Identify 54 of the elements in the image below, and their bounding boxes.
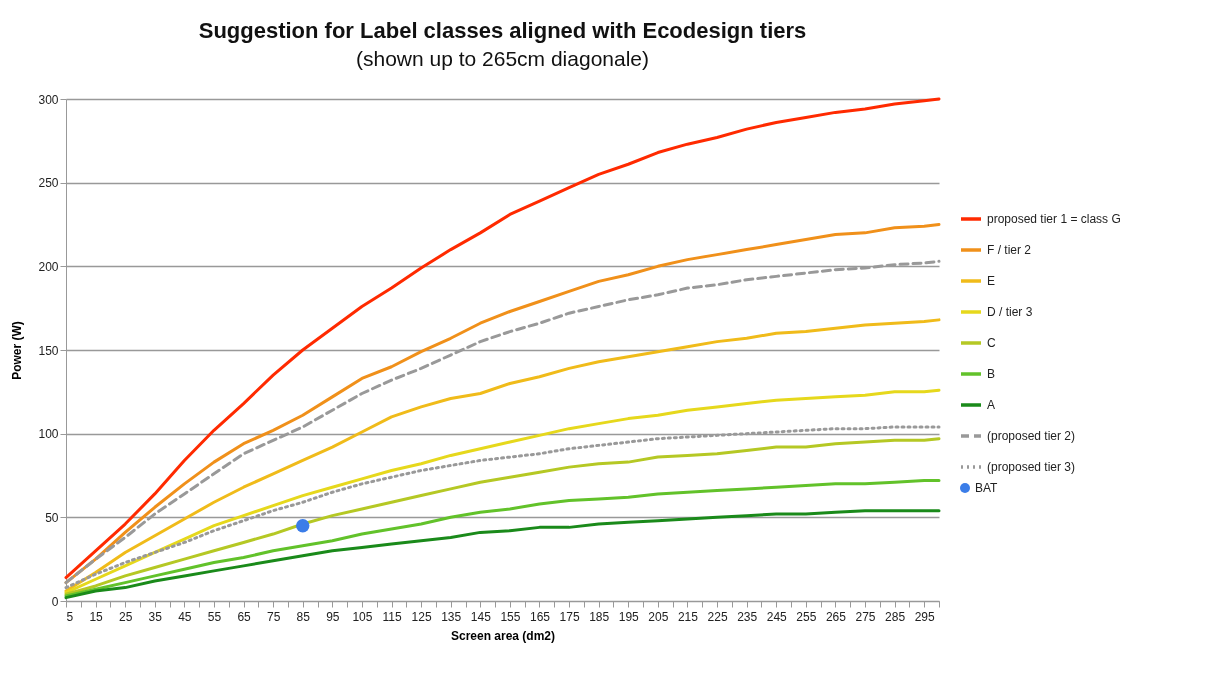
x-tick-label: 145 (470, 609, 492, 624)
x-tick-label: 75 (266, 609, 281, 624)
y-tick-label: 150 (38, 343, 59, 358)
x-tick-label: 185 (589, 609, 610, 624)
y-tick-label: 200 (38, 259, 59, 274)
chart-subtitle: (shown up to 265cm diagonale) (355, 47, 650, 70)
x-tick-label: 275 (855, 609, 876, 624)
x-tick-label: 175 (559, 609, 580, 624)
legend-label: D / tier 3 (987, 305, 1033, 319)
line-series (64, 479, 941, 598)
y-tick-label: 250 (38, 176, 59, 191)
x-tick-label: 285 (885, 609, 906, 624)
x-tick-label: 205 (648, 609, 669, 624)
x-tick-label: 105 (352, 609, 373, 624)
x-tick-label: 245 (766, 609, 788, 624)
line-series (64, 318, 941, 593)
legend-label: A (987, 398, 996, 412)
y-tick-label: 50 (45, 510, 59, 525)
legend-label: (proposed tier 3) (987, 460, 1076, 474)
x-tick-label: 25 (119, 609, 133, 624)
x-tick-label: 255 (796, 609, 817, 624)
legend-label: C (987, 336, 996, 350)
y-tick-label: 100 (38, 427, 59, 442)
x-axis-title: Screen area (dm2) (450, 628, 556, 643)
x-tick-label: 235 (737, 609, 758, 624)
legend-label: E (987, 274, 996, 288)
chart-title: Suggestion for Label classes aligned with Ecodesign tiers (198, 18, 807, 43)
x-tick-label: 265 (825, 609, 847, 624)
x-tick-label: 45 (178, 609, 192, 624)
x-tick-label: 125 (411, 609, 432, 624)
x-tick-label: 295 (914, 609, 936, 624)
line-series (64, 388, 941, 595)
y-tick-label: 0 (51, 594, 59, 609)
legend-label: BAT (975, 481, 999, 495)
x-tick-label: 95 (326, 609, 340, 624)
x-tick-label: 15 (89, 609, 104, 624)
legend-label: F / tier 2 (987, 243, 1032, 257)
legend-label: (proposed tier 2) (987, 429, 1076, 443)
y-tick-label: 300 (38, 92, 59, 107)
legend-label: proposed tier 1 = class G (987, 212, 1121, 226)
y-axis-title: Power (W) (10, 321, 25, 380)
x-tick-label: 195 (618, 609, 640, 624)
x-tick-label: 165 (529, 609, 551, 624)
x-tick-label: 5 (66, 609, 74, 624)
x-tick-label: 115 (382, 609, 402, 624)
x-tick-label: 35 (148, 609, 163, 624)
x-tick-label: 85 (296, 609, 311, 624)
x-tick-label: 225 (707, 609, 728, 624)
x-tick-label: 155 (500, 609, 521, 624)
x-tick-label: 55 (207, 609, 222, 624)
x-tick-label: 215 (677, 609, 699, 624)
x-tick-label: 135 (441, 609, 462, 624)
x-tick-label: 65 (237, 609, 252, 624)
legend-label: B (987, 367, 996, 381)
